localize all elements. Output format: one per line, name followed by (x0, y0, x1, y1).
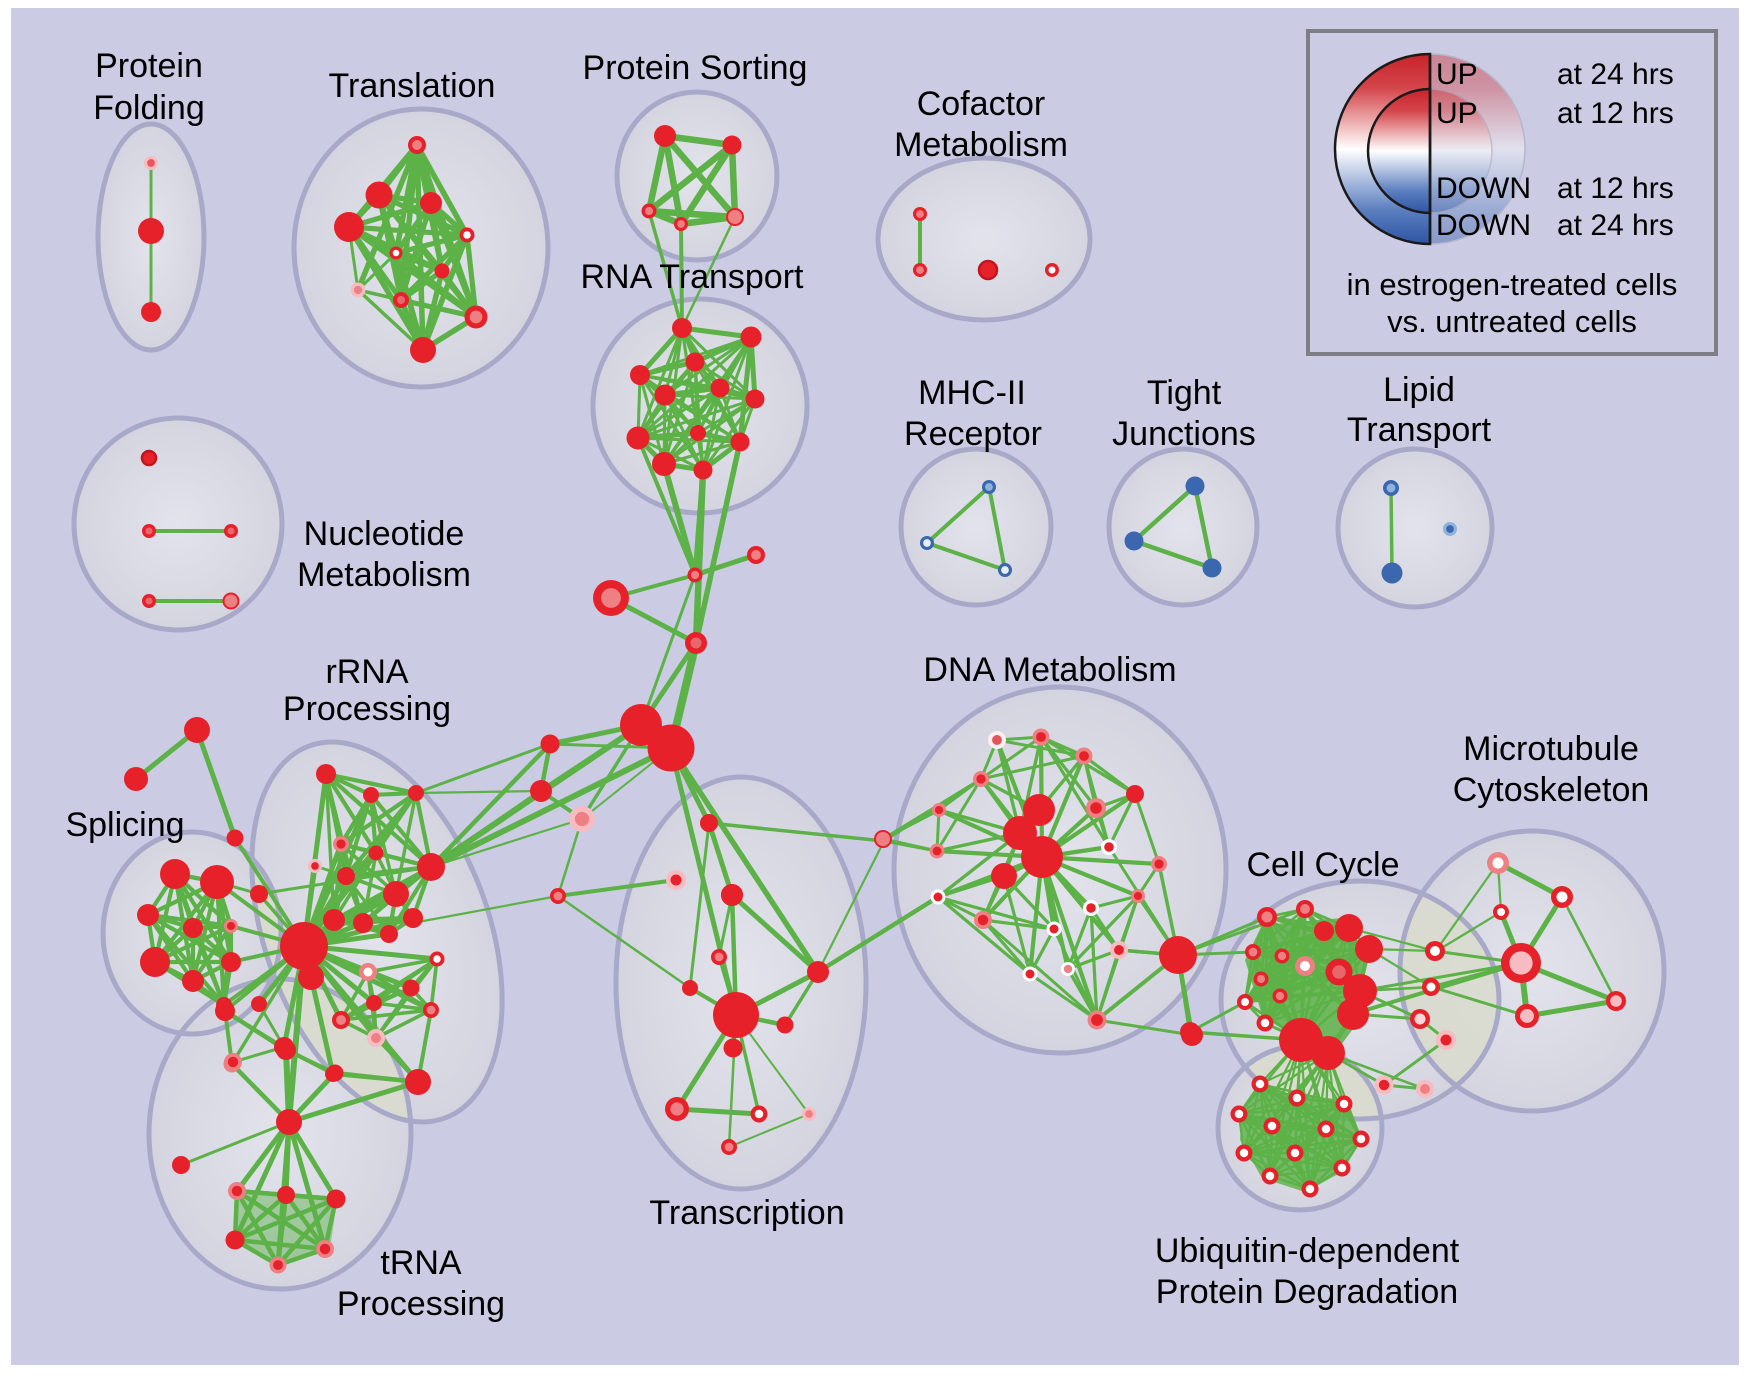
svg-text:Metabolism: Metabolism (894, 126, 1068, 164)
svg-text:Cytoskeleton: Cytoskeleton (1453, 771, 1650, 809)
svg-text:Processing: Processing (337, 1285, 505, 1323)
svg-text:Processing: Processing (283, 690, 451, 728)
svg-text:Lipid: Lipid (1383, 371, 1455, 409)
svg-text:at 12 hrs: at 12 hrs (1557, 172, 1674, 205)
svg-text:Folding: Folding (93, 89, 205, 127)
svg-text:Metabolism: Metabolism (297, 556, 471, 594)
svg-text:Tight: Tight (1147, 374, 1222, 412)
svg-text:at 24 hrs: at 24 hrs (1557, 58, 1674, 91)
svg-text:at 24 hrs: at 24 hrs (1557, 209, 1674, 242)
svg-text:Ubiquitin-dependent: Ubiquitin-dependent (1155, 1232, 1460, 1270)
svg-text:UP: UP (1436, 58, 1478, 91)
svg-text:in estrogen-treated cells: in estrogen-treated cells (1347, 267, 1678, 302)
svg-text:Protein: Protein (95, 47, 203, 85)
svg-text:RNA Transport: RNA Transport (581, 258, 805, 296)
svg-text:Protein Degradation: Protein Degradation (1156, 1273, 1458, 1311)
svg-text:Splicing: Splicing (65, 806, 184, 844)
svg-text:tRNA: tRNA (380, 1244, 462, 1282)
svg-text:MHC-II: MHC-II (918, 374, 1026, 412)
svg-text:Transcription: Transcription (649, 1194, 844, 1232)
svg-text:DOWN: DOWN (1436, 209, 1531, 242)
svg-text:Cofactor: Cofactor (917, 85, 1046, 123)
svg-text:Receptor: Receptor (904, 415, 1042, 453)
svg-text:Cell Cycle: Cell Cycle (1246, 846, 1399, 884)
svg-text:at 12 hrs: at 12 hrs (1557, 97, 1674, 130)
svg-text:Translation: Translation (329, 67, 496, 105)
svg-text:Junctions: Junctions (1112, 415, 1256, 453)
svg-text:Transport: Transport (1347, 411, 1492, 449)
svg-text:Microtubule: Microtubule (1463, 730, 1639, 768)
svg-text:vs. untreated cells: vs. untreated cells (1387, 304, 1637, 339)
svg-text:UP: UP (1436, 97, 1478, 130)
svg-text:rRNA: rRNA (325, 653, 408, 691)
svg-text:DNA Metabolism: DNA Metabolism (923, 651, 1176, 689)
svg-text:Nucleotide: Nucleotide (304, 515, 465, 553)
svg-text:Protein Sorting: Protein Sorting (583, 49, 808, 87)
svg-text:DOWN: DOWN (1436, 172, 1531, 205)
